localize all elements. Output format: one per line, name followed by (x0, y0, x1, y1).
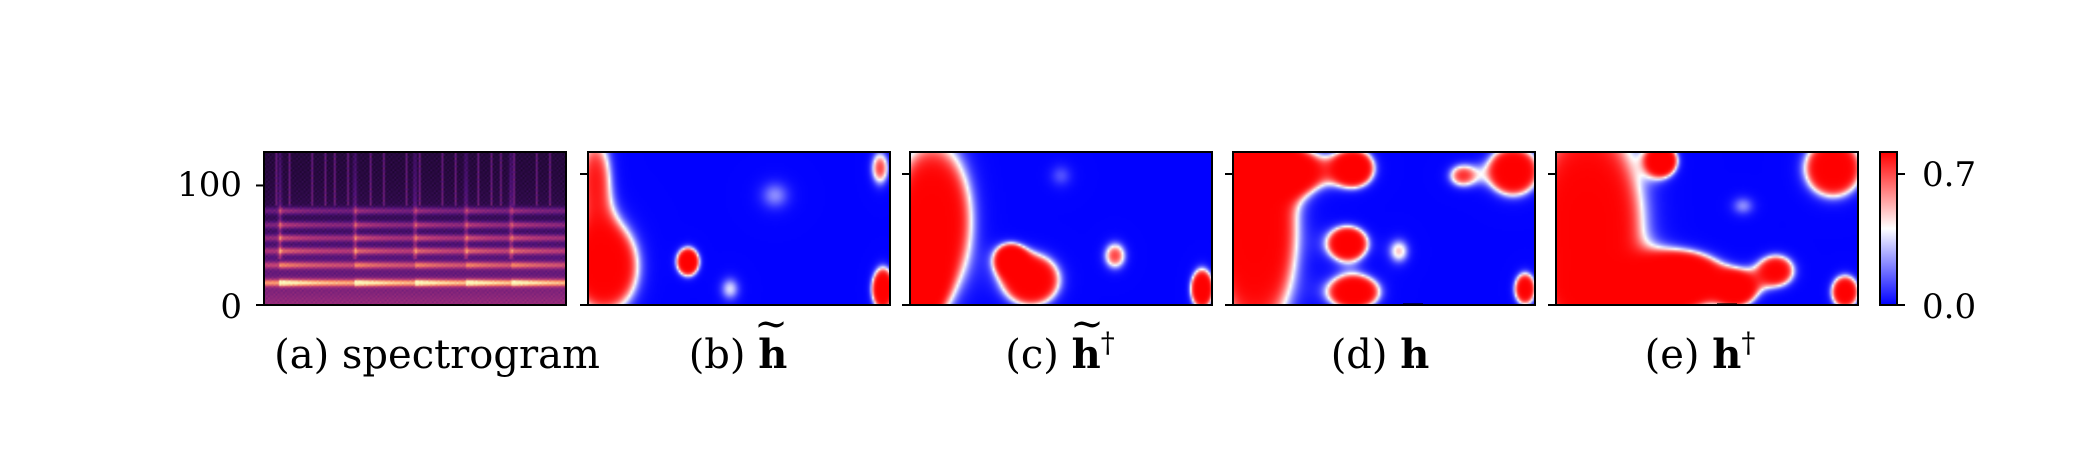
panel-h-bar (1225, 151, 1536, 306)
caption-d: (d) h (1331, 331, 1430, 378)
relevance-map-b-frame (587, 151, 891, 306)
caption-d-accent: ‾ (1403, 298, 1423, 344)
caption-c: (c) h† (1005, 326, 1114, 379)
panel-spectrogram (256, 151, 567, 306)
colorbar-tick-label-0.7: 0.7 (1922, 155, 1976, 195)
y-tick-label-0: 0 (220, 287, 242, 327)
caption-e: (e) h† (1645, 326, 1756, 379)
colorbar (1879, 151, 1898, 306)
caption-b-accent: ~ (754, 301, 788, 347)
relevance-map-e (1556, 152, 1858, 305)
y-tick-label-100: 100 (177, 165, 242, 205)
colorbar-tick-label-0.0: 0.0 (1922, 287, 1976, 327)
relevance-map-c-frame (909, 151, 1213, 306)
caption-a: (a) spectrogram (274, 332, 600, 378)
caption-b: (b) h (689, 331, 788, 378)
relevance-map-d (1233, 152, 1535, 305)
panel-h-tilde (580, 151, 891, 306)
relevance-map-c (910, 152, 1212, 305)
relevance-map-b (588, 152, 890, 305)
spectrogram-image-frame (263, 151, 567, 306)
relevance-map-d-frame (1232, 151, 1536, 306)
relevance-map-e-frame (1555, 151, 1859, 306)
caption-c-accent: ~ (1070, 301, 1104, 347)
panel-h-tilde-dagger (902, 151, 1213, 306)
spectrogram-image (264, 152, 566, 305)
panel-h-bar-dagger (1548, 151, 1859, 306)
caption-e-accent: ‾ (1717, 298, 1737, 344)
